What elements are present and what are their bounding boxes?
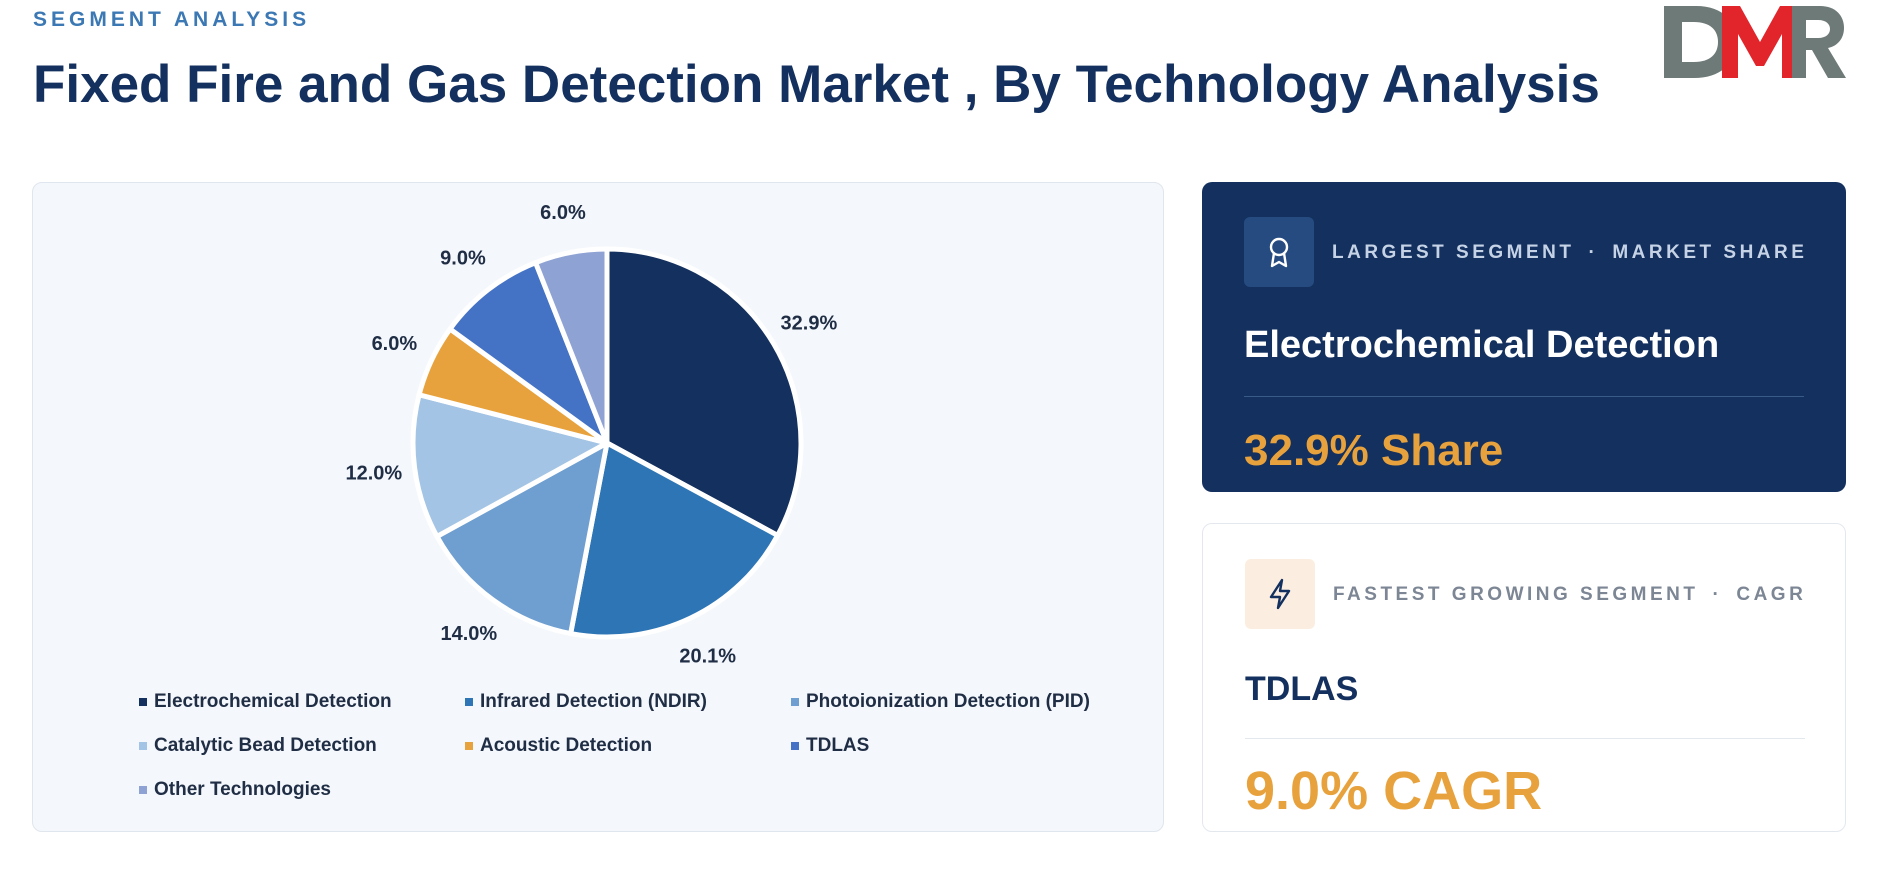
data-label-electrochemical-detection: 32.9% [781, 313, 838, 335]
logo-letter-m [1722, 6, 1798, 78]
legend-swatch [139, 742, 147, 750]
pie-slice-other-technologies [533, 246, 610, 446]
pie-slice-infrared-detection-ndir [568, 440, 781, 640]
pie-slice-tdlas [447, 260, 610, 446]
legend-label: Catalytic Bead Detection [154, 735, 377, 756]
legend-label: Other Technologies [154, 779, 332, 800]
data-label-infrared-detection-ndir: 20.1% [679, 645, 736, 667]
lightning-icon [1245, 559, 1315, 629]
legend-label: Acoustic Detection [480, 735, 653, 756]
data-label-tdlas: 9.0% [440, 247, 486, 269]
legend-label: Infrared Detection (NDIR) [480, 691, 707, 712]
divider [1245, 738, 1805, 739]
legend-item-acoustic-detection: Acoustic Detection [465, 735, 652, 757]
kicker-label: LARGEST SEGMENT [1332, 242, 1575, 263]
legend-item-electrochemical-detection: Electrochemical Detection [139, 691, 392, 713]
legend-swatch [791, 742, 799, 750]
data-label-photoionization-detection-pid: 14.0% [441, 623, 498, 645]
pie-slice-electrochemical-detection [604, 246, 804, 538]
pie-chart: 32.9% 20.1% 14.0% 12.0% 6.0% 9.0% 6.0% [345, 202, 838, 667]
card-kicker: LARGEST SEGMENT · MARKET SHARE [1332, 242, 1807, 264]
legend-item-infrared-detection-ndir: Infrared Detection (NDIR) [465, 691, 707, 713]
pie-slice-catalytic-bead-detection [410, 392, 610, 539]
pie-slice-photoionization-detection-pid [434, 440, 610, 637]
legend-label: Photoionization Detection (PID) [806, 691, 1090, 712]
legend-swatch [139, 786, 147, 794]
data-label-catalytic-bead-detection: 12.0% [345, 462, 402, 484]
legend-swatch [465, 698, 473, 706]
data-label-other-technologies: 6.0% [540, 202, 586, 224]
dmr-logo [1664, 6, 1846, 78]
kicker-label: FASTEST GROWING SEGMENT [1333, 584, 1699, 605]
legend-label: Electrochemical Detection [154, 691, 392, 712]
logo-letter-d [1664, 6, 1736, 78]
largest-segment-card: LARGEST SEGMENT · MARKET SHARE Electrochem… [1202, 182, 1846, 492]
kicker-metric: CAGR [1736, 584, 1807, 605]
legend-label: TDLAS [806, 735, 870, 756]
legend-item-catalytic-bead-detection: Catalytic Bead Detection [139, 735, 377, 757]
logo-letter-r [1792, 6, 1846, 78]
segment-name: TDLAS [1245, 670, 1359, 708]
legend-item-other-technologies: Other Technologies [139, 779, 331, 801]
eyebrow: SEGMENT ANALYSIS [33, 8, 311, 31]
card-kicker: FASTEST GROWING SEGMENT · CAGR [1333, 584, 1806, 606]
data-label-acoustic-detection: 6.0% [372, 333, 418, 355]
segment-value: 32.9% Share [1244, 426, 1504, 475]
legend-swatch [465, 742, 473, 750]
page-title: Fixed Fire and Gas Detection Market , By… [33, 55, 1600, 114]
chart-panel: 32.9% 20.1% 14.0% 12.0% 6.0% 9.0% 6.0% Electro… [32, 182, 1164, 832]
legend-item-tdlas: TDLAS [791, 735, 869, 757]
segment-name: Electrochemical Detection [1244, 324, 1720, 366]
segment-value: 9.0% CAGR [1245, 761, 1543, 821]
award-icon [1244, 217, 1314, 287]
legend-swatch [139, 698, 147, 706]
fastest-growing-card: FASTEST GROWING SEGMENT · CAGR TDLAS 9.0% … [1202, 523, 1846, 832]
legend-item-photoionization-detection-pid: Photoionization Detection (PID) [791, 691, 1090, 713]
kicker-separator: · [1712, 584, 1723, 605]
divider [1244, 396, 1804, 397]
kicker-separator: · [1588, 242, 1599, 263]
legend-swatch [791, 698, 799, 706]
kicker-metric: MARKET SHARE [1612, 242, 1808, 263]
